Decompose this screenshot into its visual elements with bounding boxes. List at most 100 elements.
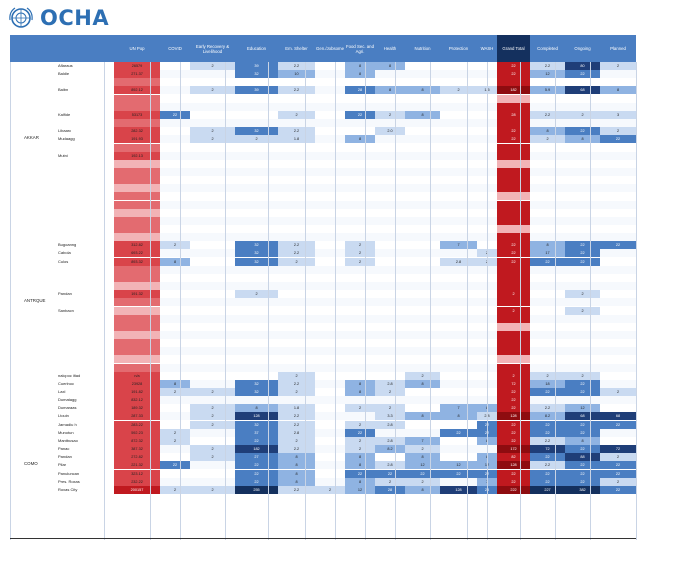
data-cell	[190, 273, 235, 282]
data-cell	[235, 119, 278, 128]
data-cell	[160, 151, 190, 160]
column-header: Early Recovery & Livelihood	[195, 43, 230, 54]
data-cell	[530, 225, 565, 233]
data-cell: 2.8	[278, 428, 315, 437]
data-cell	[440, 200, 477, 209]
data-cell	[345, 339, 375, 348]
data-cell: 2	[278, 257, 315, 266]
data-cell	[440, 208, 477, 217]
data-cell: 7	[440, 241, 477, 250]
data-cell	[497, 159, 530, 168]
data-cell	[565, 298, 600, 307]
data-cell: 2	[497, 306, 530, 315]
data-cell: 22	[565, 70, 600, 79]
data-cell: 22	[345, 110, 375, 119]
data-cell	[405, 298, 440, 307]
municipality-name: Pandan	[58, 454, 72, 460]
data-cell	[235, 273, 278, 282]
data-cell	[530, 322, 565, 331]
data-cell	[345, 167, 375, 176]
data-cell	[315, 477, 345, 486]
data-cell	[160, 176, 190, 185]
data-cell	[315, 151, 345, 160]
data-cell	[235, 94, 278, 103]
data-cell	[440, 110, 477, 119]
data-cell	[315, 192, 345, 201]
data-cell: 8.2	[530, 412, 565, 421]
data-cell: 22	[160, 110, 190, 119]
data-cell	[600, 282, 636, 291]
data-cell	[235, 225, 278, 233]
data-cell	[190, 70, 235, 79]
data-cell	[315, 241, 345, 250]
data-cell	[497, 151, 530, 160]
data-cell	[405, 119, 440, 128]
data-cell	[497, 273, 530, 282]
data-cell	[160, 371, 190, 380]
data-cell	[114, 355, 160, 364]
grid-line	[467, 62, 468, 540]
data-cell	[600, 265, 636, 274]
data-cell	[530, 233, 565, 242]
data-cell	[497, 184, 530, 193]
data-cell	[375, 184, 405, 193]
column-header: Health	[383, 46, 397, 51]
data-cell: 255	[235, 485, 278, 494]
data-cell	[315, 453, 345, 462]
data-cell	[345, 265, 375, 274]
data-cell: 182	[497, 86, 530, 95]
data-cell: 2	[565, 110, 600, 119]
data-cell	[190, 396, 235, 405]
data-cell	[565, 119, 600, 128]
data-cell	[160, 216, 190, 225]
data-cell	[278, 192, 315, 201]
data-cell: 8	[565, 135, 600, 144]
data-cell	[497, 330, 530, 339]
table-row: Roxas City200157222552.22122881282822222…	[10, 485, 636, 494]
data-cell	[345, 363, 375, 372]
data-cell	[600, 233, 636, 242]
data-cell	[315, 339, 345, 348]
data-cell: 8	[530, 241, 565, 250]
data-cell: 22	[497, 135, 530, 144]
data-cell: 2	[600, 453, 636, 462]
data-cell: 22	[600, 241, 636, 250]
data-cell	[405, 102, 440, 111]
data-cell	[278, 184, 315, 193]
municipality-name: Cabola	[58, 250, 71, 256]
data-cell	[190, 339, 235, 348]
data-cell	[160, 306, 190, 315]
data-cell: 22	[530, 453, 565, 462]
data-cell: 22	[497, 404, 530, 413]
data-cell: 272.82	[114, 453, 160, 462]
data-cell	[565, 176, 600, 185]
data-cell	[345, 290, 375, 299]
data-cell: 2	[190, 388, 235, 396]
data-cell: 832.12	[114, 396, 160, 405]
data-cell	[345, 347, 375, 356]
data-cell: 2	[235, 135, 278, 144]
grid-line	[305, 62, 306, 540]
data-cell	[190, 151, 235, 160]
data-cell	[114, 184, 160, 193]
data-cell: 32	[235, 70, 278, 79]
data-cell	[345, 298, 375, 307]
data-cell	[114, 167, 160, 176]
data-cell	[160, 339, 190, 348]
grid-line	[150, 62, 151, 540]
data-cell: 192.13	[114, 151, 160, 160]
data-cell: 2	[190, 404, 235, 413]
data-cell	[600, 184, 636, 193]
data-cell	[235, 151, 278, 160]
data-cell	[190, 371, 235, 380]
data-cell	[600, 102, 636, 111]
data-cell: 8	[345, 70, 375, 79]
data-cell: 128	[497, 461, 530, 470]
data-cell	[114, 322, 160, 331]
data-cell: 2.2	[278, 412, 315, 421]
table-row	[10, 314, 636, 323]
data-cell	[190, 94, 235, 103]
data-cell	[345, 225, 375, 233]
data-cell	[600, 119, 636, 128]
